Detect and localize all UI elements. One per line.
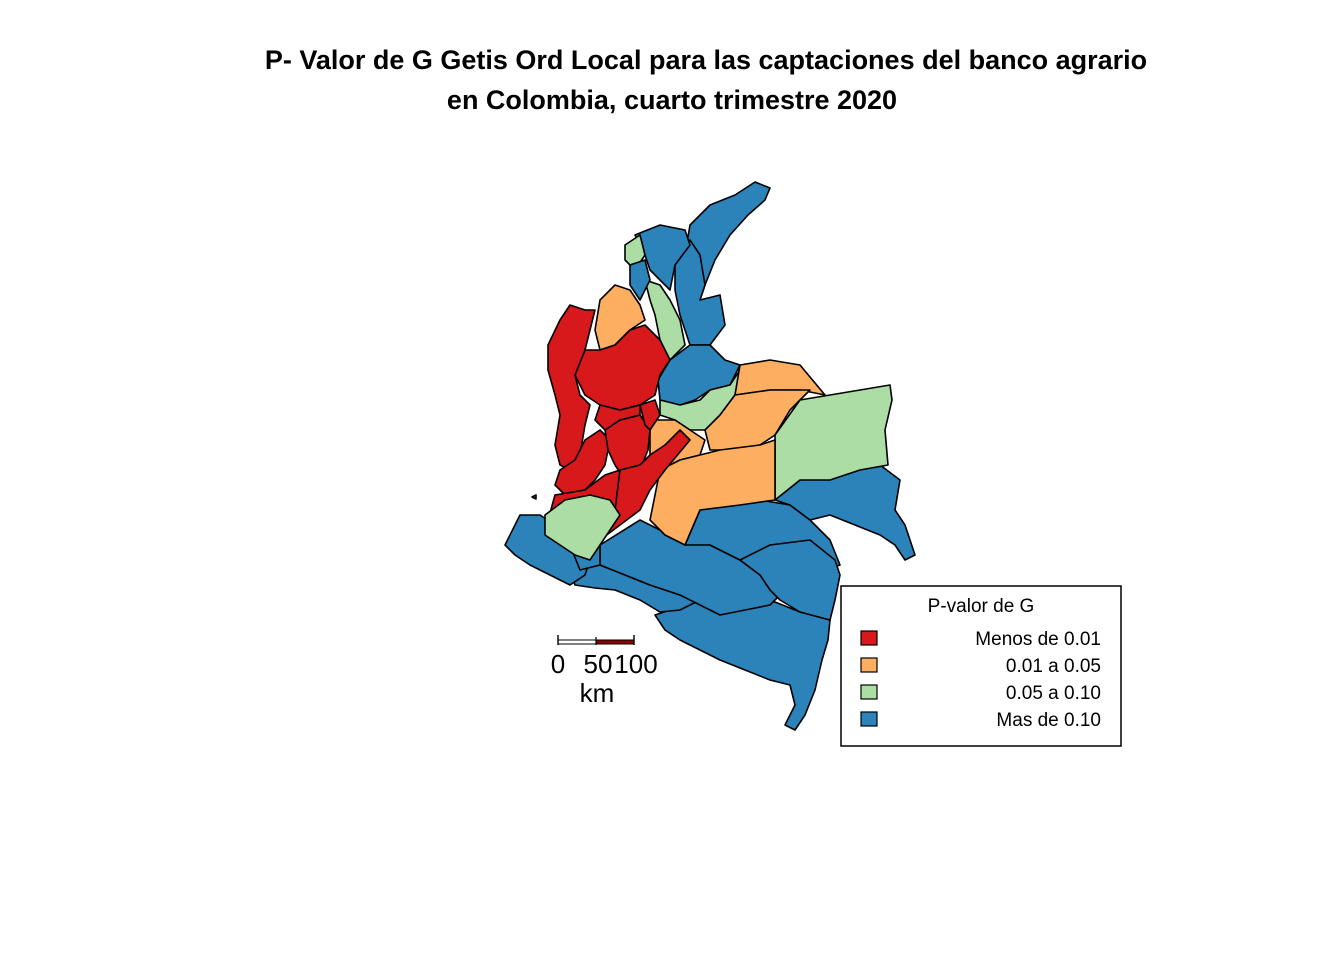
legend-swatch-red [860,630,878,646]
legend-swatch-blue [860,711,878,727]
region-magdalena [634,224,691,291]
region-sucre [629,259,651,301]
map-title-line-2: en Colombia, cuarto trimestre 2020 [446,85,898,115]
scale-bar: 0 50 100 km [551,635,658,708]
legend-label-blue: Mas de 0.10 [996,710,1101,731]
scale-bar-segment-1 [557,639,597,645]
legend-swatch-orange [860,657,878,673]
scale-bar-label-50: 50 [584,649,613,679]
legend: P-valor de G Menos de 0.01 0.01 a 0.05 0… [840,585,1122,747]
legend-label-red: Menos de 0.01 [975,629,1101,650]
region-caldas-risaralda [594,404,641,431]
region-cesar [674,239,726,346]
scale-bar-label-0: 0 [551,649,565,679]
region-cordoba [594,284,646,351]
region-island [531,494,537,500]
region-cundinamarca [639,399,661,431]
region-meta [649,439,776,546]
region-vichada [774,384,893,501]
legend-swatch-green [860,684,878,700]
legend-box [840,585,1122,747]
legend-title: P-valor de G [928,596,1035,617]
region-putumayo-west [544,494,621,561]
region-choco [547,304,596,471]
region-antioquia [574,324,671,411]
legend-label-green: 0.05 a 0.10 [1006,683,1101,704]
scale-bar-label-100: 100 [614,649,657,679]
region-vaupes [739,539,841,621]
region-amazonas [654,597,831,731]
region-bolivar [644,279,686,361]
scale-bar-segment-2 [595,639,635,645]
legend-label-orange: 0.01 a 0.05 [1006,656,1101,677]
region-valle [554,429,611,496]
map-title-line-1: P- Valor de G Getis Ord Local para las c… [264,45,1148,75]
scale-bar-unit: km [580,678,615,708]
